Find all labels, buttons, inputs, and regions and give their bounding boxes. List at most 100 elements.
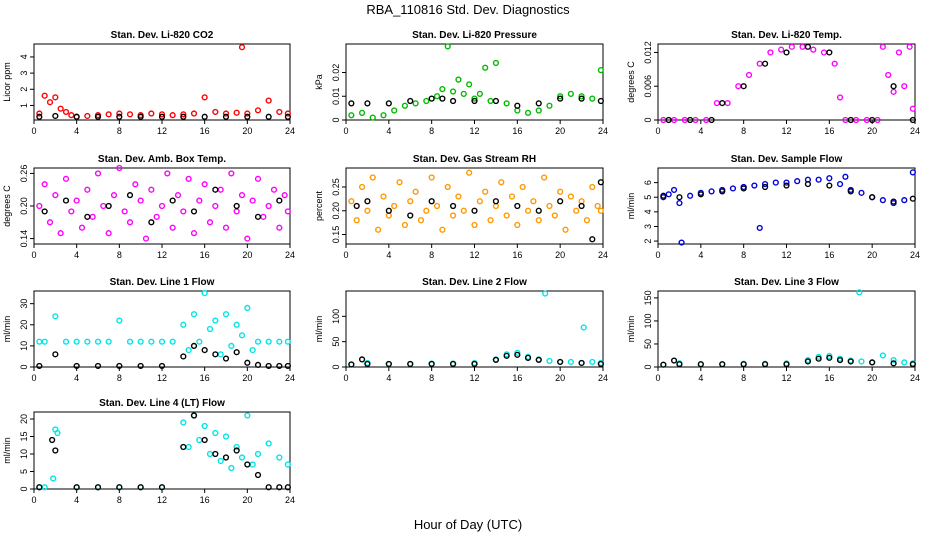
x-tick-label: 20 [242, 495, 252, 505]
data-point [597, 179, 604, 186]
data-point [890, 198, 897, 205]
data-point [444, 43, 451, 50]
y-tick-label: 30 [19, 299, 29, 309]
x-tick-label: 4 [74, 373, 79, 383]
series-2 [41, 186, 283, 226]
panel-title: Stan. Dev. Line 3 Flow [734, 277, 839, 288]
data-point [222, 454, 230, 461]
x-tick-label: 8 [429, 373, 434, 383]
data-point [847, 116, 854, 124]
data-point [41, 181, 48, 188]
data-point [52, 447, 59, 454]
data-point [546, 202, 553, 210]
data-point [826, 49, 833, 56]
data-point [740, 83, 747, 90]
series-1 [348, 43, 604, 121]
x-tick-label: 8 [117, 250, 122, 260]
data-point [265, 113, 272, 120]
data-point [137, 113, 144, 120]
data-point [276, 338, 283, 345]
data-point [597, 97, 604, 105]
data-point [116, 113, 123, 120]
data-point [233, 202, 240, 210]
series-2 [660, 354, 916, 368]
data-point [471, 97, 478, 105]
data-point [449, 202, 457, 210]
data-point [185, 347, 192, 354]
data-point [751, 182, 758, 189]
data-point [847, 358, 854, 365]
data-point [551, 212, 558, 219]
y-tick-label: 100 [331, 309, 341, 324]
data-point [116, 317, 123, 324]
data-point [909, 195, 916, 202]
data-point [724, 100, 731, 107]
data-point [836, 94, 844, 101]
x-tick-label: 16 [200, 126, 210, 136]
data-point [503, 352, 510, 359]
data-point [890, 360, 897, 367]
data-point [492, 97, 500, 105]
data-point [660, 192, 667, 199]
data-point [217, 351, 224, 358]
data-point [158, 484, 166, 491]
data-point [697, 361, 704, 368]
data-point [524, 207, 532, 214]
data-point [562, 226, 569, 233]
data-point [169, 197, 176, 204]
data-point [276, 454, 283, 461]
x-tick-label: 0 [655, 250, 660, 260]
y-axis-label: degrees C [626, 61, 636, 103]
data-point [719, 188, 726, 195]
data-point [281, 192, 288, 199]
data-point [879, 197, 886, 204]
data-point [348, 112, 355, 119]
x-tick-label: 24 [285, 250, 295, 260]
data-point [180, 443, 187, 451]
data-point [676, 361, 683, 368]
plot-frame [33, 43, 291, 121]
panel-title: Stan. Dev. Line 2 Flow [422, 277, 527, 288]
data-point [487, 217, 494, 224]
data-point [126, 219, 134, 226]
y-tick-label: 3 [643, 224, 653, 229]
data-point [196, 197, 203, 204]
data-point [36, 202, 43, 210]
data-point [879, 43, 886, 50]
data-point [254, 361, 262, 368]
data-point [52, 351, 59, 358]
x-tick-label: 4 [386, 250, 391, 260]
data-point [567, 358, 574, 366]
data-point [482, 64, 489, 71]
series-1 [36, 412, 291, 491]
data-point [249, 461, 256, 468]
x-tick-label: 8 [117, 373, 122, 383]
x-tick-label: 12 [781, 250, 791, 260]
x-tick-label: 0 [31, 250, 36, 260]
data-point [105, 111, 112, 118]
data-point [826, 182, 833, 189]
data-point [583, 217, 591, 224]
y-axis-label: ml/min [626, 316, 636, 343]
data-point [660, 361, 667, 368]
data-point [799, 43, 806, 50]
series-2 [353, 179, 604, 243]
data-point [858, 358, 865, 365]
y-tick-label: 5 [19, 469, 29, 474]
data-point [567, 193, 574, 200]
y-tick-label: 0 [643, 364, 653, 369]
data-point [201, 181, 208, 188]
data-point [836, 180, 844, 188]
data-point [460, 90, 467, 97]
data-point [546, 357, 553, 365]
x-tick-label: 4 [386, 373, 391, 383]
data-point [890, 88, 897, 95]
data-point [492, 356, 500, 364]
data-point [126, 338, 134, 345]
data-point [535, 356, 542, 364]
panel-title: Stan. Dev. Sample Flow [731, 154, 843, 165]
plot-frame [345, 290, 604, 368]
data-point [73, 362, 80, 370]
data-point [476, 90, 483, 97]
data-point [514, 202, 521, 210]
